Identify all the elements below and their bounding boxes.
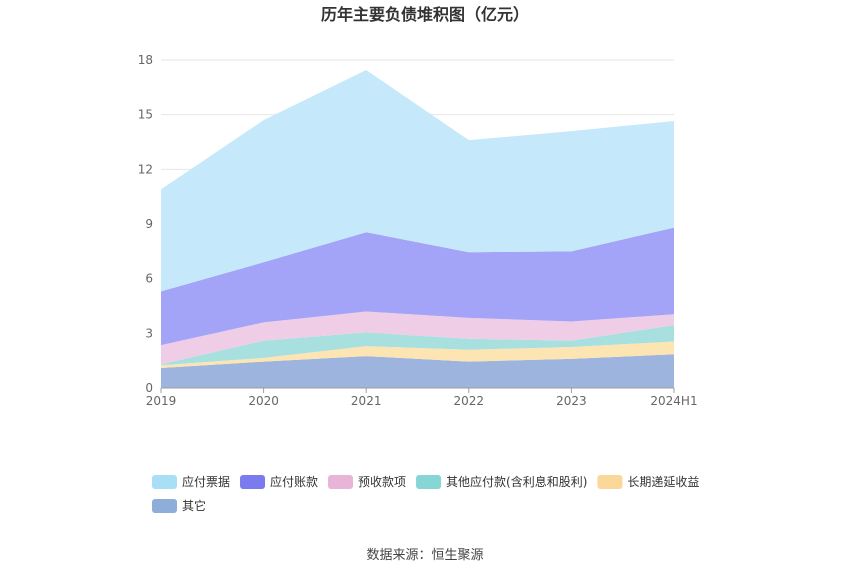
y-tick-label: 9 <box>145 217 153 231</box>
legend-item[interactable]: 其它 <box>152 498 206 513</box>
legend-label: 长期递延收益 <box>627 475 699 489</box>
legend-swatch <box>328 475 354 489</box>
legend-item[interactable]: 长期递延收益 <box>597 475 699 489</box>
area-series-5 <box>161 70 674 292</box>
y-tick-label: 15 <box>138 108 153 122</box>
x-tick-label: 2024H1 <box>650 394 697 408</box>
y-tick-label: 6 <box>145 272 153 286</box>
x-tick-label: 2021 <box>351 394 382 408</box>
legend-swatch <box>597 475 623 489</box>
legend-item[interactable]: 应付账款 <box>240 474 318 489</box>
y-tick-label: 0 <box>145 381 153 395</box>
area-layers <box>161 70 674 388</box>
legend-label: 其它 <box>182 498 206 513</box>
legend-label: 预收款项 <box>358 475 406 489</box>
y-tick-label: 18 <box>138 53 153 67</box>
x-tick-label: 2020 <box>248 394 279 408</box>
area-series-1 <box>161 341 674 368</box>
legend-item[interactable]: 应付票据 <box>152 474 230 489</box>
chart-title: 历年主要负债堆积图（亿元） <box>321 5 529 24</box>
legend-label: 应付账款 <box>270 474 318 489</box>
legend-label: 其他应付款(含利息和股利) <box>446 474 587 489</box>
source-text: 数据来源：恒生聚源 <box>366 548 483 563</box>
y-tick-label: 12 <box>138 162 153 176</box>
y-tick-label: 3 <box>145 326 153 340</box>
legend-label: 应付票据 <box>182 474 230 489</box>
area-series-0 <box>161 354 674 388</box>
axes: 0 3 6 9 12 15 18 2019 2020 2021 2022 2023 2024H1 <box>138 53 698 408</box>
legend-swatch <box>416 475 442 489</box>
area-series-3 <box>161 311 674 365</box>
area-series-4 <box>161 227 674 346</box>
legend-item[interactable]: 其他应付款(含利息和股利) <box>416 474 587 489</box>
legend-swatch <box>240 475 266 489</box>
legend-swatch <box>152 499 177 513</box>
x-tick-label: 2023 <box>556 394 587 408</box>
legend-swatch <box>152 475 177 489</box>
x-tick-label: 2019 <box>146 394 177 408</box>
x-tick-label: 2022 <box>454 394 485 408</box>
legend-item[interactable]: 预收款项 <box>328 475 406 489</box>
area-series-2 <box>161 325 674 366</box>
